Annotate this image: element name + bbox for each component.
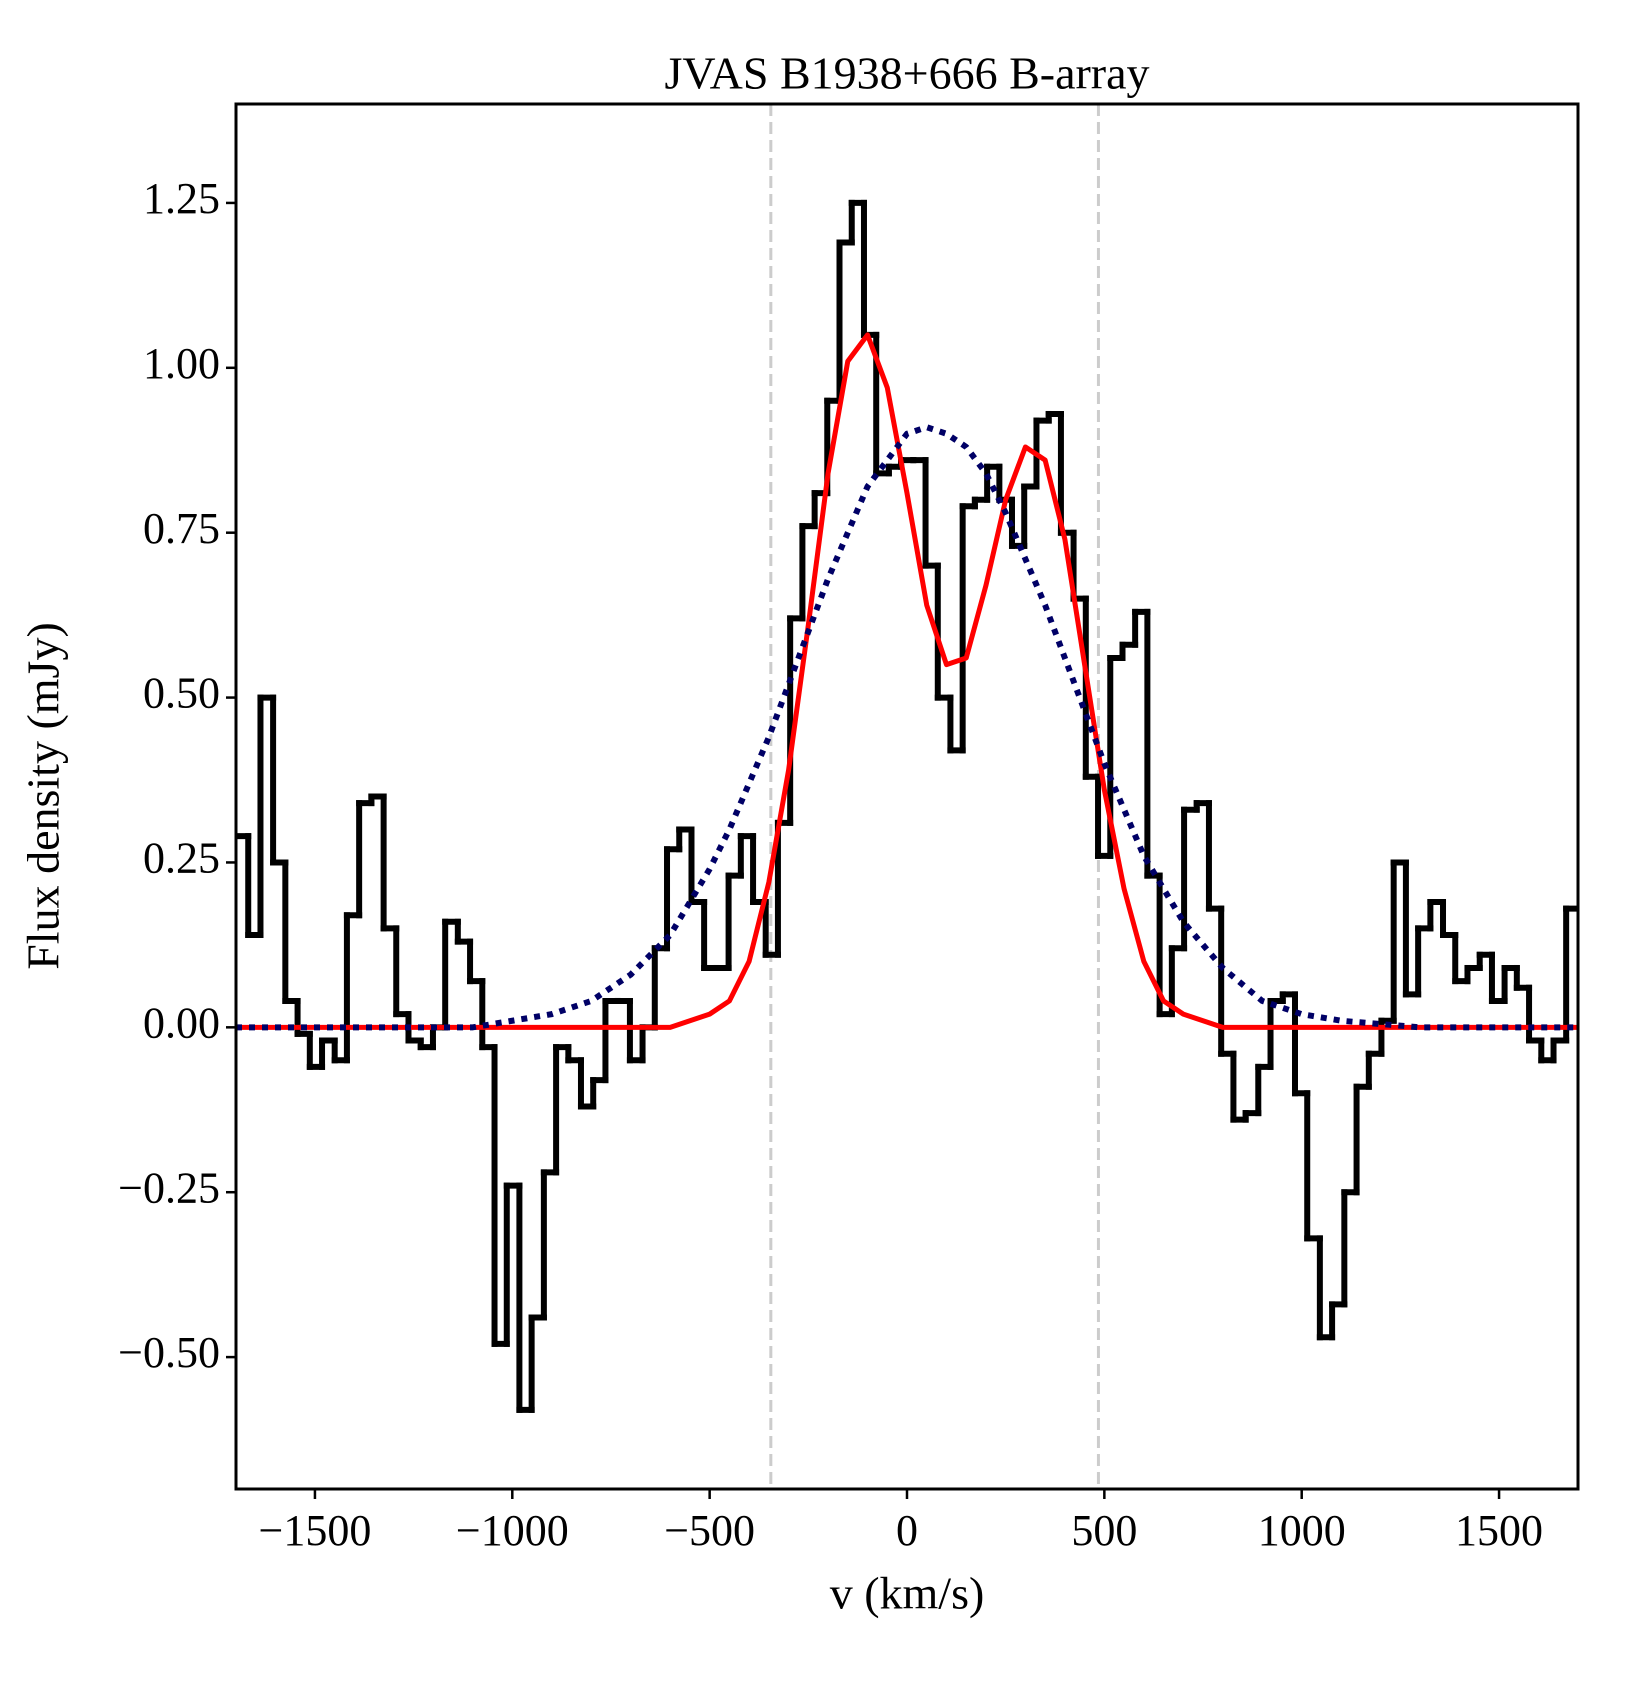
- x-tick-label: 0: [896, 1506, 918, 1555]
- chart-title: JVAS B1938+666 B-array: [664, 48, 1149, 99]
- y-tick-label: 1.00: [143, 339, 220, 388]
- x-tick-label: −1500: [259, 1506, 372, 1555]
- fit-line: [236, 332, 1578, 1030]
- x-tick-label: 500: [1071, 1506, 1137, 1555]
- x-tick-label: −500: [664, 1506, 755, 1555]
- y-tick-label: −0.50: [118, 1328, 220, 1377]
- x-tick-label: −1000: [456, 1506, 569, 1555]
- y-axis-label: Flux density (mJy): [18, 622, 69, 970]
- y-tick-label: −0.25: [118, 1163, 220, 1212]
- x-axis-label: v (km/s): [830, 1568, 985, 1619]
- x-tick-label: 1500: [1455, 1506, 1543, 1555]
- y-tick-label: 0.00: [143, 998, 220, 1047]
- y-tick-label: 1.25: [143, 174, 220, 223]
- y-tick-label: 0.50: [143, 669, 220, 718]
- x-tick-label: 1000: [1258, 1506, 1346, 1555]
- fit-line-dotted: [236, 424, 1578, 1031]
- y-tick-label: 0.25: [143, 834, 220, 883]
- y-tick-label: 0.75: [143, 504, 220, 553]
- plot-area: [236, 104, 1578, 1489]
